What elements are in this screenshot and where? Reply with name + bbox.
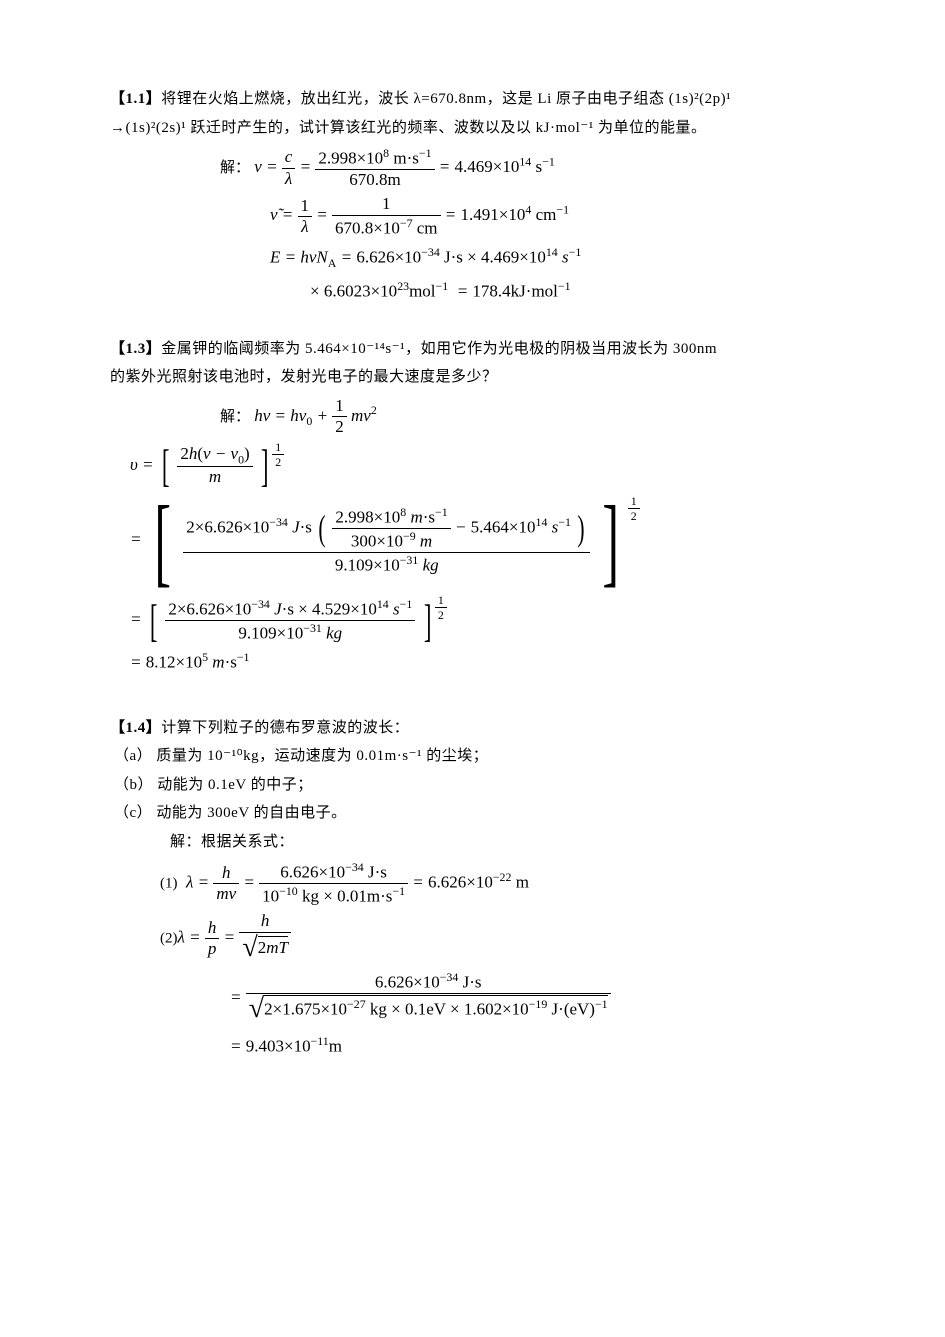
q1-eq2: ν̃ = 1λ = 1670.8×10−7 cm = 1.491×104 cm−… — [110, 194, 835, 238]
q4-eq3: = 6.626×10−34 J·s √2×1.675×10−27 kg × 0.… — [110, 970, 835, 1028]
q4-eq1: (1) λ = hmv = 6.626×10−34 J·s10−10 kg × … — [110, 860, 835, 907]
q1-tag: 【1.1】 — [110, 91, 161, 107]
q1-sol-label: 解： — [220, 160, 250, 176]
q1-eq3b: × 6.6023×1023mol−1 = 178.4kJ·mol−1 — [110, 277, 835, 305]
q4-eq2: (2)λ = hp = h√2mT — [110, 911, 835, 966]
q3-eq2: υ = [ 2h(ν − ν0)m ]12 — [110, 444, 835, 488]
q4-tag: 【1.4】 — [110, 720, 161, 736]
q3-eq5: = 8.12×105 m·s−1 — [110, 648, 835, 676]
q4-item-c: （c） 动能为 300eV 的自由电子。 — [110, 799, 835, 828]
q3-eq1: 解： hν = hν0 + 12 mv2 — [110, 396, 835, 438]
q3-tag: 【1.3】 — [110, 341, 161, 357]
q3-eq4: = [ 2×6.626×10−34 J·s × 4.529×1014 s−1 9… — [110, 597, 835, 644]
q3-text1: 金属钾的临阈频率为 5.464×10⁻¹⁴s⁻¹，如用它作为光电极的阴极当用波长… — [161, 341, 717, 357]
q3-statement-line2: 的紫外光照射该电池时，发射光电子的最大速度是多少？ — [110, 363, 835, 392]
q3-eq3: = [ 2×6.626×10−34 J·s ( 2.998×108 m·s−13… — [110, 498, 835, 583]
q1-statement-line1: 【1.1】将锂在火焰上燃烧，放出红光，波长 λ=670.8nm，这是 Li 原子… — [110, 85, 835, 114]
q1-statement-line2: →(1s)²(2s)¹ 跃迁时产生的，试计算该红光的频率、波数以及以 kJ·mo… — [110, 114, 835, 143]
q3-statement-line1: 【1.3】金属钾的临阈频率为 5.464×10⁻¹⁴s⁻¹，如用它作为光电极的阴… — [110, 335, 835, 364]
q4-item-b: （b） 动能为 0.1eV 的中子； — [110, 771, 835, 800]
q4-title-text: 计算下列粒子的德布罗意波的波长： — [161, 720, 409, 736]
document-page: 【1.1】将锂在火焰上燃烧，放出红光，波长 λ=670.8nm，这是 Li 原子… — [0, 0, 945, 1337]
q3-sol-label: 解： — [220, 409, 250, 425]
q4-sol-label: 解：根据关系式： — [110, 828, 835, 857]
q4-title: 【1.4】计算下列粒子的德布罗意波的波长： — [110, 714, 835, 743]
q1-eq1: 解： ν = cλ = 2.998×108 m·s−1670.8m = 4.46… — [110, 146, 835, 190]
q4-item-a: （a） 质量为 10⁻¹⁰kg，运动速度为 0.01m·s⁻¹ 的尘埃； — [110, 742, 835, 771]
q1-text1: 将锂在火焰上燃烧，放出红光，波长 λ=670.8nm，这是 Li 原子由电子组态… — [161, 91, 731, 107]
q4-eq4: = 9.403×10−11m — [110, 1032, 835, 1060]
q1-eq3a: E = hνNA = 6.626×10−34 J·s × 4.469×1014 … — [110, 243, 835, 273]
